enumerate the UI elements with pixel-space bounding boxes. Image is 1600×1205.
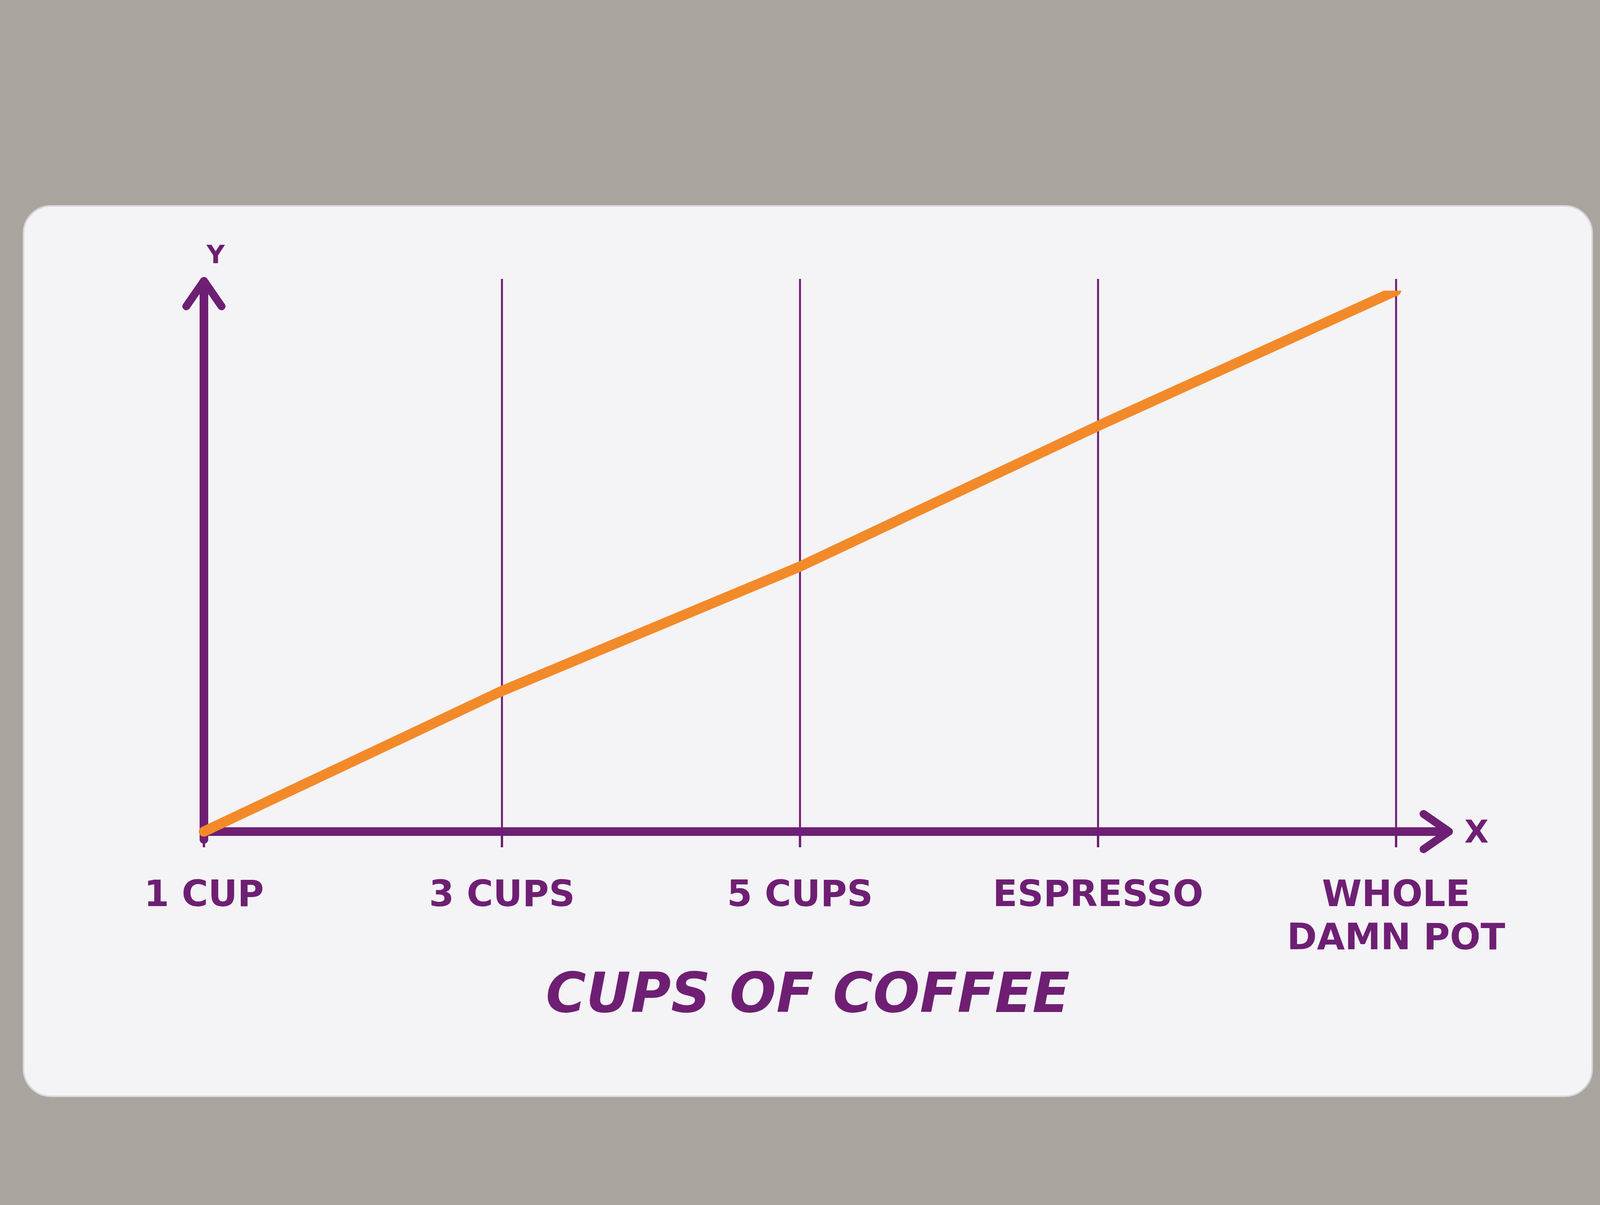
x-tick-label: ESPRESSO [992, 872, 1204, 915]
x-tick-label: WHOLEDAMN POT [1287, 872, 1506, 958]
x-tick-label: 1 CUP [143, 872, 264, 915]
data-line [203, 290, 1397, 832]
y-axis-arrow [186, 280, 222, 307]
y-axis [199, 290, 209, 840]
grid-line [799, 278, 802, 832]
tick-mark [1394, 831, 1398, 848]
x-axis-name: X [1464, 813, 1489, 850]
card [23, 205, 1593, 1097]
background [0, 0, 1600, 1205]
grid-line [1097, 278, 1100, 832]
x-tick-label: 3 CUPS [429, 872, 575, 915]
x-axis-arrow [1423, 813, 1450, 850]
x-axis-label: CUPS OF COFFEE [545, 960, 1070, 1025]
label-line: DAMN POT [1287, 915, 1506, 958]
tick-mark [500, 831, 504, 848]
tick-mark [1096, 831, 1100, 848]
x-tick-label: 5 CUPS [727, 872, 873, 915]
x-axis [203, 827, 1440, 836]
tick-mark [798, 831, 802, 848]
plot-area [203, 290, 1397, 832]
grid-line [501, 278, 504, 832]
canvas: 1 CUP 3 CUPS 5 CUPS ESPRESSO WHOLEDAMN POT Y X… [0, 0, 1600, 1205]
y-axis-name: Y [206, 240, 226, 270]
label-line: WHOLE [1321, 872, 1471, 915]
grid-line [1395, 278, 1398, 832]
